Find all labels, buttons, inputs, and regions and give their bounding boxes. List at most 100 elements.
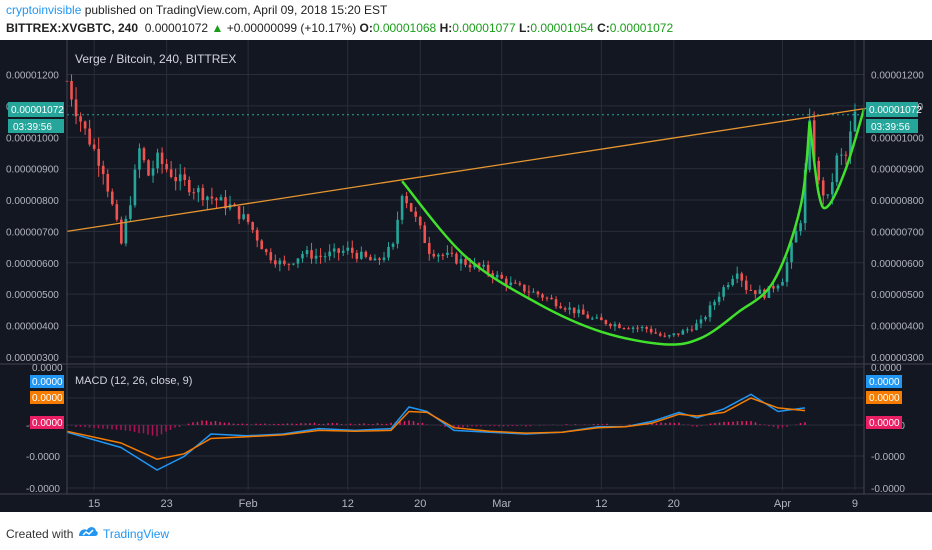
candle-body: [523, 284, 526, 292]
y-tick-label-right: 0.00001000: [871, 133, 924, 144]
y-tick-label-right: 0.00000300: [871, 353, 924, 364]
candle-body: [332, 248, 336, 252]
candle-body: [790, 242, 793, 263]
symbol-label: BITTREX:XVGBTC, 240: [6, 21, 139, 35]
candle-body: [242, 214, 245, 220]
y-tick-label-left: 0.00000500: [6, 290, 59, 301]
countdown-badge-left-text: 03:39:56: [13, 122, 52, 133]
candle-body: [536, 291, 540, 295]
candle-body: [409, 203, 413, 212]
candle-body: [70, 80, 73, 100]
price-badge-right-text: 0.00001072: [869, 105, 922, 116]
y-tick-label-right: 0.00000700: [871, 227, 924, 238]
x-tick-label: 23: [161, 498, 173, 510]
candle-body: [124, 218, 128, 244]
candle-body: [767, 286, 771, 298]
candle-body: [110, 191, 114, 205]
countdown-badge-left: 03:39:56: [8, 119, 64, 133]
candle-body: [292, 263, 295, 265]
candle-body: [527, 291, 531, 293]
candle-body: [654, 332, 657, 334]
candle-body: [106, 174, 110, 192]
candle-body: [844, 154, 848, 156]
tradingview-logo-icon[interactable]: [77, 524, 99, 545]
candle-body: [83, 121, 87, 129]
y-tick-label-left: 0.00001000: [6, 133, 59, 144]
countdown-badge-right-text: 03:39:56: [871, 122, 910, 133]
up-arrow-icon: ▲: [211, 21, 224, 35]
low-value: 0.00001054: [530, 21, 594, 35]
candle-body: [849, 131, 852, 156]
candle-body: [178, 174, 182, 182]
candle-body: [826, 194, 830, 196]
price-chart-svg[interactable]: 0.000012000.000012000.000011000.00001100…: [0, 40, 932, 512]
candle-body: [432, 253, 436, 257]
candle-body: [495, 274, 499, 278]
candle-body: [749, 289, 753, 291]
candle-body: [821, 180, 825, 196]
candle-body: [260, 240, 264, 250]
x-tick-label: Apr: [774, 498, 791, 510]
x-tick-label: 12: [342, 498, 354, 510]
x-tick-label: Mar: [492, 498, 511, 510]
candle-body: [269, 252, 273, 261]
candle-body: [92, 144, 96, 149]
rounded-bottom-curve[interactable]: [401, 121, 811, 346]
macd-badge-pink-left: 0.0000: [30, 416, 64, 429]
candle-body: [219, 197, 223, 201]
candle-body: [658, 333, 662, 336]
candle-body: [726, 285, 730, 288]
candle-body: [364, 251, 368, 257]
macd-y-tick-label-left: -0.0000: [26, 452, 60, 463]
candle-body: [423, 225, 427, 243]
candle-body: [500, 274, 504, 279]
close-value: 0.00001072: [609, 21, 674, 35]
main-chart-title: Verge / Bitcoin, 240, BITTREX: [75, 52, 236, 66]
candle-body: [803, 169, 807, 224]
candle-body: [74, 99, 78, 117]
macd-y-tick-label-right: -0.0000: [871, 452, 905, 463]
candle-body: [713, 301, 716, 306]
y-tick-label-left: 0.00000600: [6, 259, 59, 270]
candle-body: [590, 318, 594, 320]
candle-body: [296, 258, 300, 264]
candle-body: [437, 254, 440, 257]
candle-body: [518, 283, 522, 285]
chart-container[interactable]: 0.000012000.000012000.000011000.00001100…: [0, 40, 932, 512]
high-value: 0.00001077: [452, 21, 516, 35]
close-label: C:: [597, 21, 610, 35]
candle-body: [744, 280, 748, 290]
cup-handle-curve[interactable]: [808, 108, 866, 210]
macd-series: [66, 393, 806, 471]
candle-body: [699, 319, 703, 324]
y-tick-label-left: 0.00000400: [6, 321, 59, 332]
macd-grid: [67, 366, 864, 489]
candle-body: [133, 169, 137, 206]
candle-body: [464, 259, 467, 265]
candle-body: [627, 328, 630, 330]
price-badge-left-text: 0.00001072: [11, 105, 64, 116]
candle-body: [355, 252, 359, 259]
candle-body: [187, 179, 191, 193]
candle-body: [350, 247, 354, 253]
candle-body: [237, 206, 241, 220]
candle-body: [781, 281, 784, 286]
macd-title: MACD (12, 26, close, 9): [75, 375, 192, 387]
tradingview-brand[interactable]: TradingView: [103, 527, 170, 541]
candle-body: [468, 264, 472, 268]
candle-body: [622, 328, 626, 330]
candle-body: [550, 297, 553, 300]
author-link[interactable]: cryptoinvisible: [6, 3, 82, 17]
candle-body: [346, 247, 350, 251]
resistance-trendline[interactable]: [66, 105, 883, 233]
candle-body: [631, 327, 635, 329]
candle-body: [183, 174, 187, 180]
last-price: 0.00001072: [144, 21, 209, 35]
candle-body: [636, 327, 639, 329]
candle-body: [595, 317, 599, 319]
candle-body: [174, 177, 177, 182]
annotations: [66, 105, 883, 346]
candle-body: [197, 188, 200, 193]
candle-body: [785, 262, 789, 282]
macd-y-tick-label-right: 0.0000: [871, 363, 902, 374]
